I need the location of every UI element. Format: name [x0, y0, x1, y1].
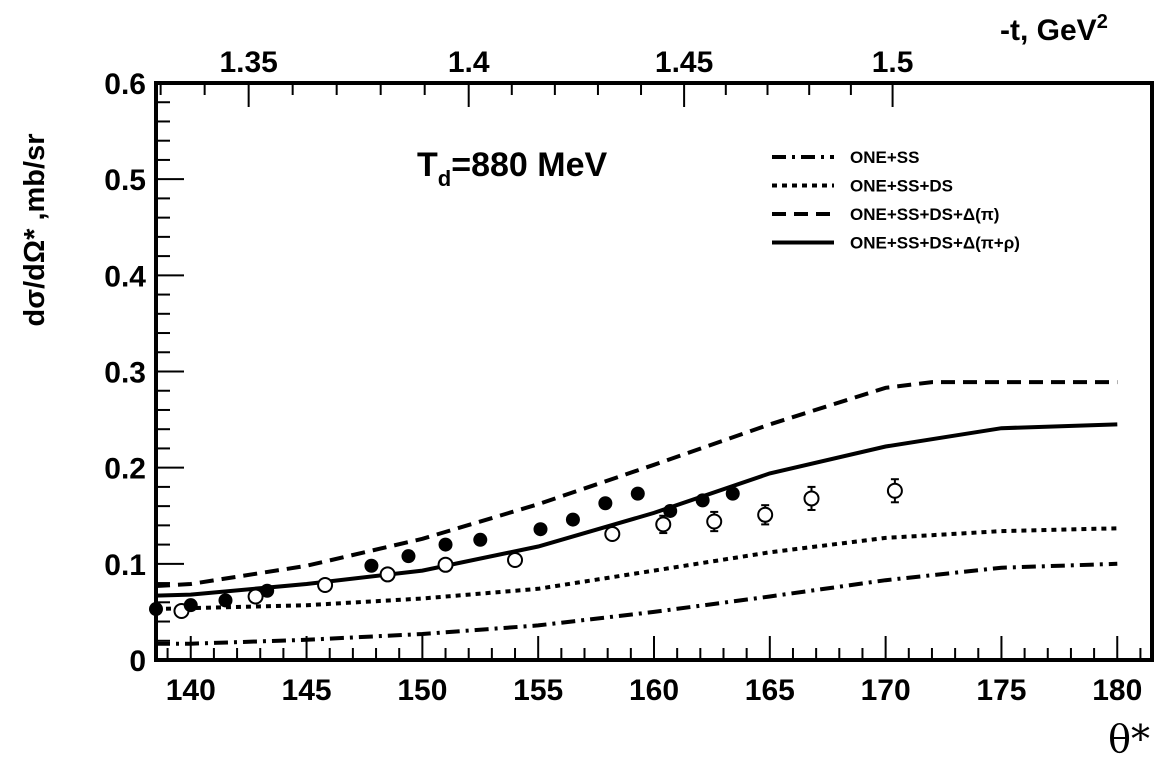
- top-tick-label: 1.4: [448, 46, 490, 79]
- x-tick-label: 150: [397, 674, 447, 707]
- filled-data-point: [663, 503, 678, 518]
- y-tick-label: 0: [129, 645, 146, 678]
- legend-label: ONE+SS+DS: [850, 177, 953, 196]
- open-data-point: [757, 506, 774, 523]
- open-data-point: [247, 588, 264, 605]
- y-tick-label: 0.5: [104, 164, 146, 197]
- x-tick-label: 175: [976, 674, 1026, 707]
- y-tick-label: 0.3: [104, 357, 146, 390]
- filled-data-point: [364, 558, 379, 573]
- curve-dashed: [155, 380, 1118, 588]
- filled-data-point: [725, 486, 740, 501]
- y-tick-label: 0.4: [104, 260, 146, 293]
- open-data-point: [803, 490, 820, 507]
- filled-data-point: [260, 583, 275, 598]
- filled-data-point: [565, 512, 580, 527]
- filled-data-point: [183, 598, 198, 613]
- top-tick-label: 1.45: [655, 46, 713, 79]
- open-data-point: [379, 566, 396, 583]
- legend: ONE+SS ONE+SS+DS ONE+SS+DS+Δ(π) ONE+SS+DS+Δ…: [772, 148, 1020, 253]
- curve-dotted: [155, 526, 1118, 611]
- open-data-point: [437, 556, 454, 573]
- open-data-point: [507, 551, 524, 568]
- top-tick-label: 1.5: [872, 46, 914, 79]
- filled-data-point: [438, 537, 453, 552]
- filled-data-point: [401, 549, 416, 564]
- x-tick-label: 180: [1092, 674, 1142, 707]
- x-tick-label: 160: [629, 674, 679, 707]
- y-tick-label: 0.2: [104, 453, 146, 486]
- filled-data-point: [533, 522, 548, 537]
- annotation-text: Td=880 MeV: [417, 146, 607, 191]
- x-axis-title: θ*: [1108, 717, 1150, 761]
- legend-label: ONE+SS: [850, 148, 919, 167]
- x-tick-label: 140: [166, 674, 216, 707]
- filled-data-point: [695, 493, 710, 508]
- y-tick-label: 0.6: [104, 68, 146, 101]
- curve-dashdot: [156, 561, 1118, 646]
- theory-curves: [155, 380, 1118, 646]
- top-axis-title: -t, GeV2: [1000, 11, 1108, 47]
- filled-data-point: [473, 532, 488, 547]
- data-points: [149, 478, 903, 619]
- open-data-point: [604, 526, 621, 543]
- x-tick-label: 155: [513, 674, 563, 707]
- x-tick-label: 165: [745, 674, 795, 707]
- axis-tick-labels: 140 145 150 155 160 165 170 175 180 0 0.1 0.2 0.3 0.4…: [104, 46, 1142, 707]
- legend-label: ONE+SS+DS+Δ(π): [850, 205, 999, 224]
- filled-data-point: [630, 486, 645, 501]
- open-data-point: [706, 513, 723, 530]
- open-data-point: [317, 576, 334, 593]
- legend-label: ONE+SS+DS+Δ(π+ρ): [850, 234, 1020, 253]
- open-data-point: [886, 482, 903, 499]
- x-tick-label: 170: [861, 674, 911, 707]
- y-tick-label: 0.1: [104, 549, 146, 582]
- open-data-point: [655, 516, 672, 533]
- plot-frame: [154, 81, 1154, 662]
- top-tick-label: 1.35: [219, 46, 277, 79]
- x-tick-label: 145: [282, 674, 332, 707]
- filled-data-point: [218, 593, 233, 608]
- filled-data-point: [598, 496, 613, 511]
- curve-solid: [155, 422, 1118, 598]
- y-axis-title: dσ/dΩ* ,mb/sr: [19, 134, 51, 327]
